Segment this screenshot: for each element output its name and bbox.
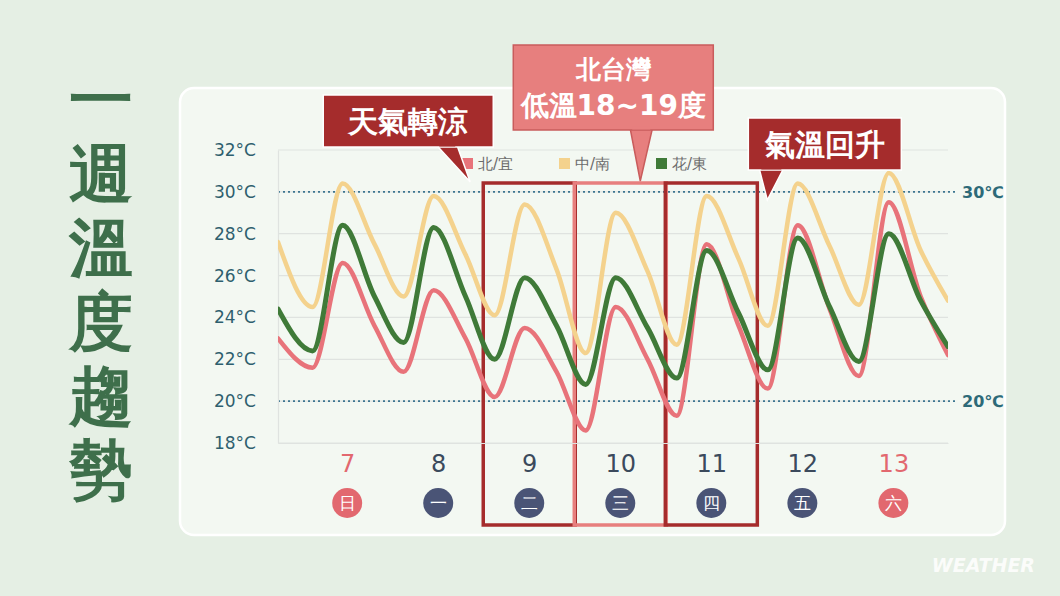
annotation: 北台灣低溫18~19度 — [513, 45, 713, 181]
x-tick-label: 13 — [879, 450, 910, 478]
annotation-joint — [439, 144, 455, 147]
y-tick-label: 32°C — [214, 140, 256, 160]
annotation-box — [513, 45, 713, 130]
annotation-text: 北台灣 — [575, 55, 652, 84]
annotation-joint — [761, 167, 781, 170]
y-tick: 24°C — [214, 307, 278, 327]
x-tick: 8 — [431, 443, 446, 478]
watermark: WEATHER — [932, 554, 1035, 576]
y-tick: 20°C — [214, 391, 278, 411]
weekday-label: 日 — [339, 493, 356, 513]
grid-line — [278, 442, 948, 443]
title: 一週溫度趨勢 — [68, 63, 133, 507]
weekday-label: 三 — [612, 493, 629, 513]
reference-line — [278, 400, 956, 402]
legend-label: 中/南 — [575, 155, 610, 173]
legend-label: 北/宜 — [478, 155, 513, 173]
x-tick: 12 — [788, 443, 819, 478]
series-line — [278, 202, 948, 430]
x-axis-line — [279, 443, 949, 444]
annotation: 天氣轉涼 — [323, 95, 493, 182]
weekday-badge — [696, 488, 726, 518]
x-tick-label: 10 — [606, 450, 637, 478]
reference-line — [278, 191, 956, 193]
weekday-badge — [878, 488, 908, 518]
x-tick: 10 — [606, 443, 637, 478]
weekday-label: 四 — [703, 493, 720, 513]
y-axis-line — [278, 151, 279, 444]
annotation-pointer — [759, 169, 783, 200]
y-tick-label: 22°C — [214, 349, 256, 369]
legend-label: 花/東 — [672, 155, 707, 173]
weekday-label: 六 — [885, 493, 902, 513]
y-tick-label: 24°C — [214, 307, 256, 327]
chart-root: 30℃ 20℃ 18°C 20°C 22°C 24°C 26°C 28°C 30°C 32°C 7 8… — [0, 0, 1060, 596]
y-tick: 22°C — [214, 349, 278, 369]
annotations: 天氣轉涼 北台灣低溫18~19度氣溫回升 — [323, 45, 901, 200]
legend-swatch — [656, 158, 667, 169]
weekday-badge — [423, 488, 453, 518]
annotation-text: 低溫18~19度 — [520, 89, 706, 122]
annotation-joint — [632, 127, 650, 130]
annotation-box — [323, 95, 493, 147]
weekday-badge — [787, 488, 817, 518]
annotation-pointer — [437, 146, 470, 182]
highlight-box — [665, 183, 757, 525]
y-tick: 18°C — [214, 433, 278, 453]
weekday-labels: 日一二三四五六 — [332, 488, 908, 518]
y-tick-label: 28°C — [214, 224, 256, 244]
annotation: 氣溫回升 — [748, 118, 901, 200]
x-tick-label: 9 — [522, 450, 537, 478]
annotation-box — [748, 118, 901, 170]
annotation-text: 天氣轉涼 — [347, 104, 468, 139]
x-tick: 11 — [697, 443, 728, 478]
series-line — [278, 225, 948, 384]
legend-swatch — [559, 158, 570, 169]
x-tick-label: 12 — [788, 450, 819, 478]
grid-line — [278, 275, 948, 276]
background — [0, 0, 1060, 596]
series-line — [278, 173, 948, 353]
y-tick-label: 18°C — [214, 433, 256, 453]
weekday-label: 一 — [430, 493, 447, 513]
y-axis: 18°C 20°C 22°C 24°C 26°C 28°C 30°C 32°C — [214, 140, 279, 453]
x-tick: 13 — [879, 443, 910, 478]
highlight-boxes — [483, 183, 757, 525]
weekday-label: 二 — [521, 493, 538, 513]
reference-lines: 30℃ 20℃ — [278, 183, 1004, 411]
x-axis: 7 8 9 10 11 12 13 — [279, 443, 949, 478]
annotation-text: 氣溫回升 — [764, 127, 885, 162]
weekday-label: 五 — [794, 493, 811, 513]
x-tick-label: 11 — [697, 450, 728, 478]
x-tick: 9 — [522, 443, 537, 478]
y-tick: 32°C — [214, 140, 278, 160]
panel — [180, 88, 1005, 535]
weekday-badge — [605, 488, 635, 518]
lines — [278, 173, 948, 430]
x-tick: 7 — [340, 443, 355, 478]
y-tick-label: 26°C — [214, 266, 256, 286]
reference-label: 30℃ — [962, 183, 1004, 202]
x-tick-label: 7 — [340, 450, 355, 478]
y-tick-label: 30°C — [214, 182, 256, 202]
y-tick: 28°C — [214, 224, 278, 244]
grid-line — [278, 233, 948, 234]
weekday-badge — [514, 488, 544, 518]
x-tick-label: 8 — [431, 450, 446, 478]
y-tick: 30°C — [214, 182, 278, 202]
reference-label: 20℃ — [962, 392, 1004, 411]
y-tick: 26°C — [214, 266, 278, 286]
weekday-badge — [332, 488, 362, 518]
annotation-pointer — [630, 129, 652, 181]
grid-line — [278, 317, 948, 318]
y-tick-label: 20°C — [214, 391, 256, 411]
grid — [278, 150, 948, 443]
legend: 北/宜 中/南 花/東 — [462, 155, 707, 173]
